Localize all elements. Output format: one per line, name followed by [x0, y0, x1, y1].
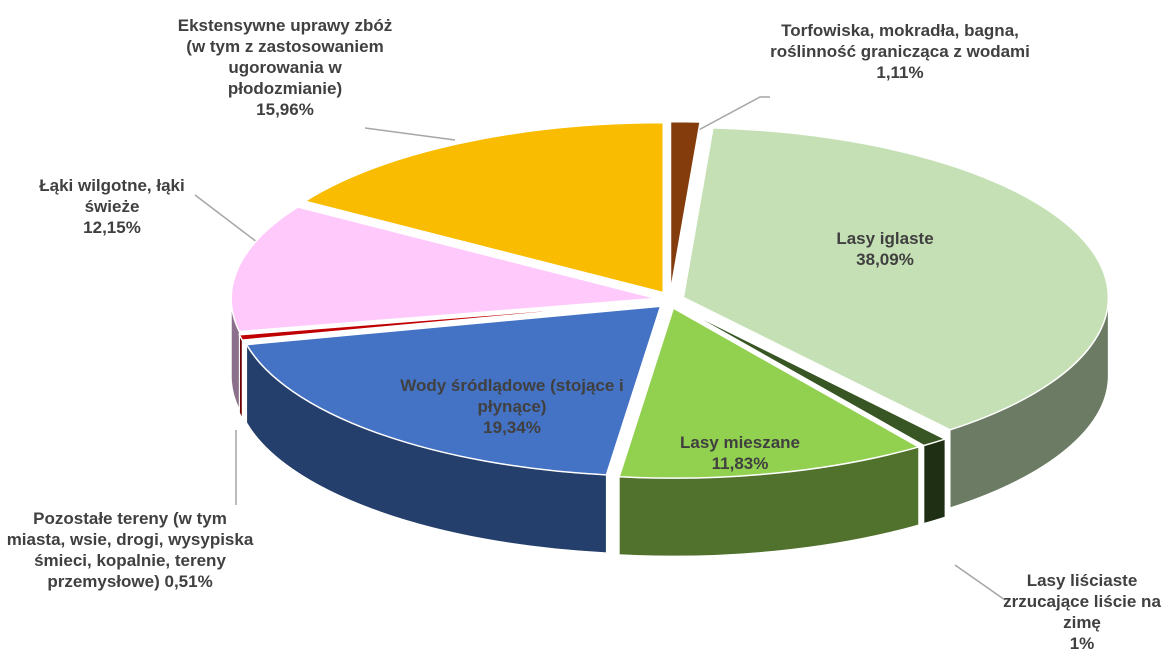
category-name: Lasy liściaste zrzucające liście na zimę [1003, 571, 1161, 632]
slice [682, 127, 1110, 431]
value-label: 1% [1069, 634, 1095, 653]
data-label: Lasy iglaste 38,09% [785, 228, 985, 270]
slice [669, 120, 701, 292]
value-label: 38,09% [856, 250, 914, 269]
data-label: Wody śródlądowe (stojące i płynące) 19,34… [392, 375, 632, 438]
category-name: Lasy iglaste [836, 229, 934, 248]
data-label: Torfowiska, mokradła, bagna, roślinność … [770, 20, 1030, 83]
data-label: Łąki wilgotne, łąki świeże 12,15% [32, 175, 192, 238]
category-name: Wody śródlądowe (stojące i płynące) [400, 376, 624, 416]
category-name: Ekstensywne uprawy zbóż (w tym z zastoso… [177, 16, 393, 98]
slice [245, 305, 662, 476]
value-label: 19,34% [483, 418, 541, 437]
leader-line [954, 564, 1006, 601]
slice [618, 307, 921, 479]
slice [230, 206, 657, 333]
data-label: Pozostałe tereny (w tym miasta, wsie, dr… [5, 508, 255, 592]
value-label: 15,96% [256, 100, 314, 119]
slice-side [923, 438, 946, 525]
value-label: 0,51% [164, 572, 213, 591]
slice [238, 301, 657, 341]
tops [230, 120, 1110, 479]
value-label: 12,15% [83, 218, 141, 237]
category-name: Pozostałe tereny (w tym miasta, wsie, dr… [6, 509, 254, 591]
category-name: Torfowiska, mokradła, bagna, roślinność … [770, 21, 1030, 61]
data-label: Ekstensywne uprawy zbóż (w tym z zastoso… [170, 15, 400, 120]
value-label: 11,83% [711, 454, 769, 473]
category-name: Lasy mieszane [679, 433, 800, 452]
data-label: Lasy mieszane 11,83% [640, 432, 840, 474]
slice [303, 121, 665, 294]
value-label: 1,11% [876, 63, 924, 82]
category-name: Łąki wilgotne, łąki świeże [39, 176, 185, 216]
leader-line [679, 96, 770, 141]
slice [678, 306, 948, 447]
data-label: Lasy liściaste zrzucające liście na zimę… [992, 570, 1172, 654]
leader-line [364, 127, 456, 141]
